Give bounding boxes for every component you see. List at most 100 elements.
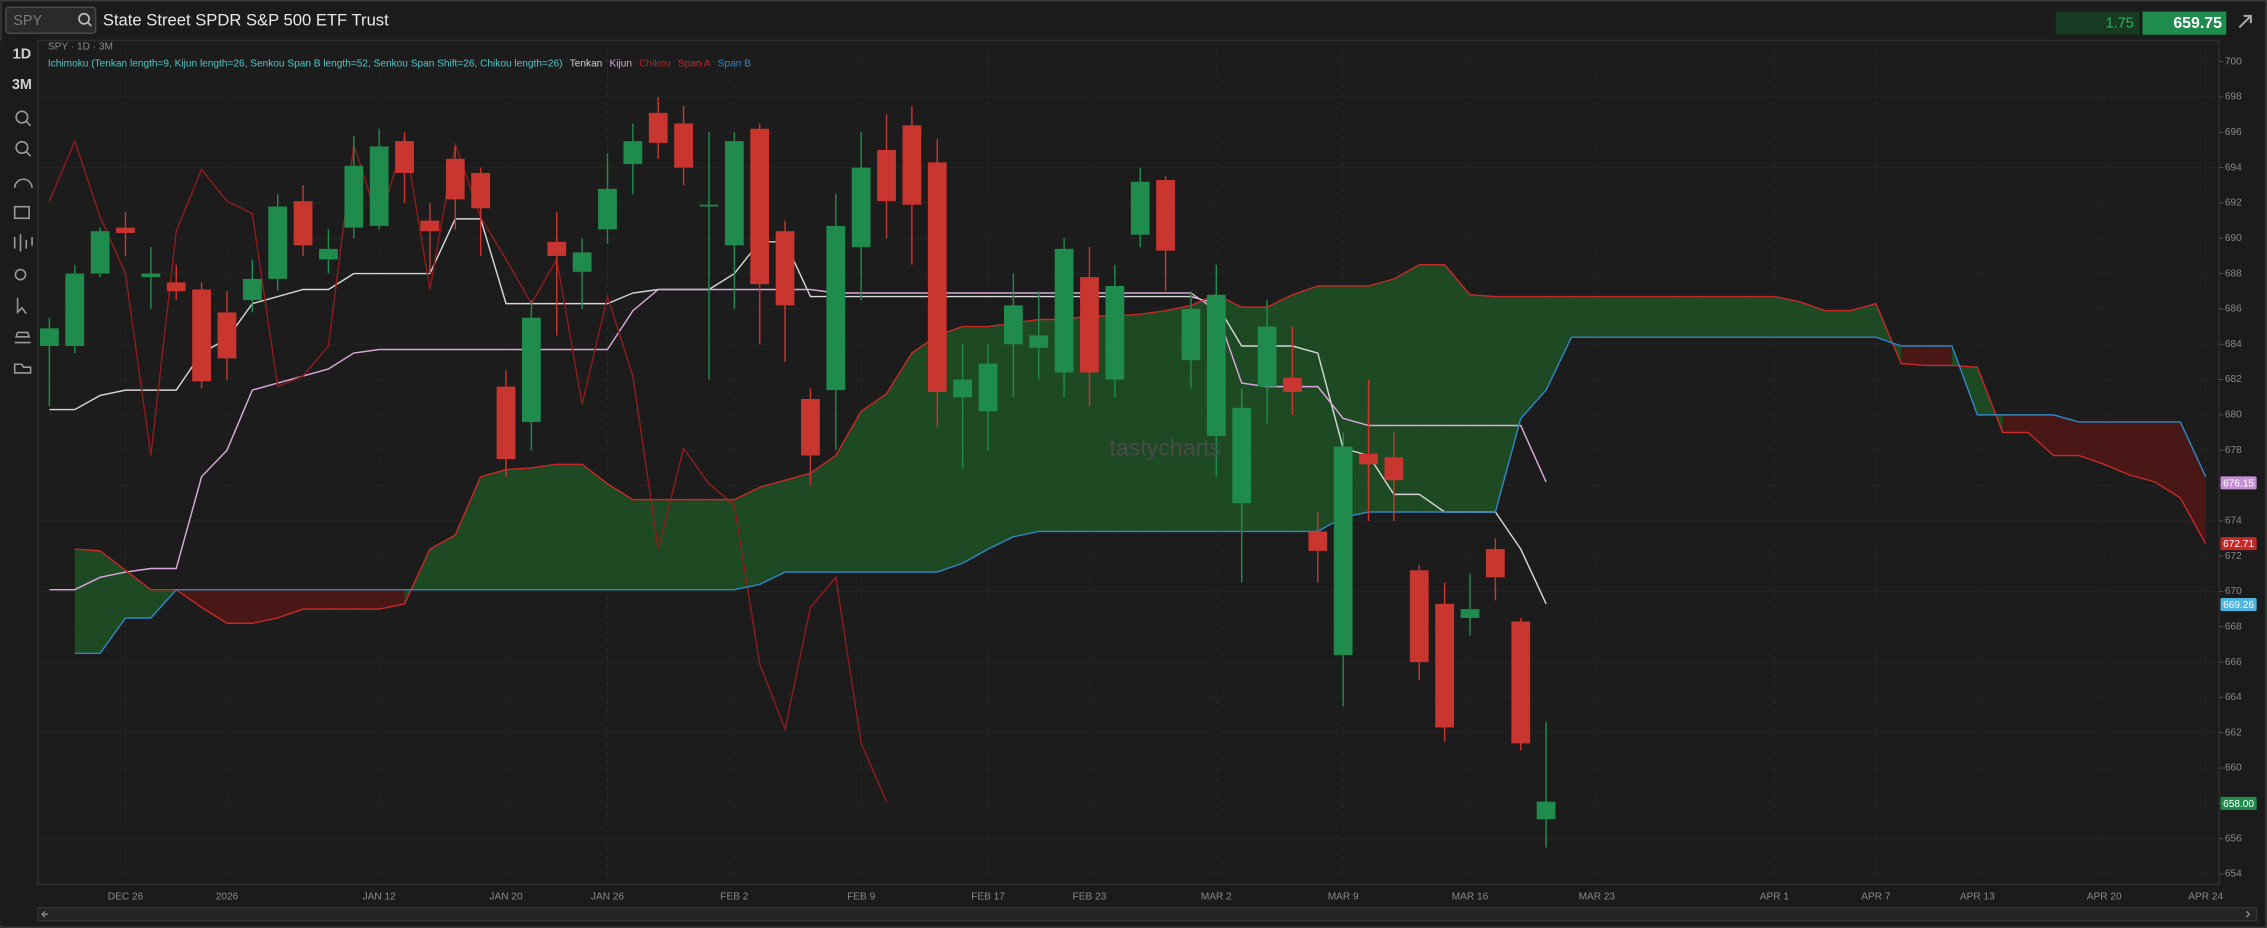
change-box [2055,11,2140,35]
watermark: tastycharts [1109,435,1221,461]
left-toolbar [0,40,38,926]
candle-body [801,398,820,456]
candle-body [1257,326,1277,387]
cloud-segment [1850,303,1876,338]
zoom-in[interactable] [15,110,29,124]
x-tick-label: MAR 9 [1328,892,1359,903]
candle-body [39,328,59,346]
price-label-box [2220,796,2257,810]
zoom-out[interactable] [15,140,29,155]
cloud-segment [429,534,456,590]
candle-body [1485,549,1505,578]
cloud-segment [303,589,329,610]
cloud-segment [1165,305,1191,532]
candle-body [1333,446,1353,656]
candle-body [319,248,338,260]
cloud-segment [582,464,608,590]
cloud-segment [683,499,709,590]
cursor-icon[interactable] [16,297,27,315]
popout-icon[interactable] [2238,14,2252,29]
cloud-segment [1546,296,1572,391]
indicator-line [49,218,1547,605]
legend-entry: Chikou [639,58,670,69]
search-icon[interactable] [78,12,91,25]
cloud-segment [2002,414,2029,433]
layout-icon[interactable] [14,331,31,344]
legend-entry: Span A [678,58,711,69]
cloud-segment [2129,421,2155,482]
candle-body [268,206,288,279]
candle-body [1054,248,1074,373]
candle-body [1232,407,1252,504]
cloud-segment [74,549,101,654]
y-tick-label: 694 [2225,162,2242,173]
price-label-box [2220,598,2257,612]
x-tick-label: FEB 23 [1073,892,1107,903]
cloud-segment [2028,414,2054,456]
settings-icon[interactable] [14,268,27,281]
cloud-segment [455,476,481,590]
search-placeholder: SPY [13,13,42,29]
cloud-segment [2053,414,2079,456]
candle-body [1308,531,1328,551]
candle-body [699,204,719,207]
candle-body [1283,377,1302,392]
price-label-box [2220,476,2257,490]
price-label-box [2220,537,2257,551]
candle-body [623,141,643,165]
scroll-right[interactable] [2246,910,2251,918]
candle-body [902,125,922,205]
zoom-out-handle [25,151,32,157]
cloud-segment [125,570,151,618]
cloud-segment [480,469,507,590]
open-icon[interactable] [13,363,32,374]
cloud-segment [226,589,253,624]
cloud-segment [1495,296,1521,513]
cloud-segment [1926,345,1953,366]
cloud-segment [1799,301,1826,338]
cloud-segment [632,499,659,590]
y-tick-label: 674 [2225,516,2242,527]
cloud-segment [1901,345,1927,366]
y-tick-label: 664 [2225,692,2242,703]
y-tick-label: 688 [2225,268,2242,279]
drawings-icon[interactable] [13,205,30,220]
cloud-segment [1596,296,1623,338]
chart-type-icon[interactable] [13,234,33,252]
cloud-segment [759,480,786,585]
cloud-segment [785,473,811,573]
scrollbar[interactable] [37,907,2258,922]
range-button[interactable]: 3M [12,77,32,93]
price-label: 672.71 [2223,539,2254,550]
y-tick-label: 678 [2225,445,2242,456]
candle-body [1435,603,1455,728]
x-tick-label: MAR 16 [1452,892,1489,903]
candle-body [877,149,896,202]
candle-body [953,379,973,398]
candle-body [826,225,846,391]
candle-body [1181,308,1201,361]
candle-body [547,241,567,256]
candle-body [648,112,668,143]
studies-icon[interactable] [13,178,33,188]
chart-subtitle: SPY · 1D · 3M [48,42,113,53]
candle-body [775,231,795,306]
scroll-left[interactable] [41,910,48,918]
cloud-segment [1647,296,1673,338]
x-tick-label: JAN 20 [489,892,523,903]
cloud-segment [658,499,684,590]
cloud-segment [911,335,938,573]
candle-body [90,231,110,274]
x-tick-label: APR 7 [1861,892,1891,903]
cloud-segment [1622,296,1648,338]
candle-body [674,123,693,168]
candle-body [1359,453,1378,465]
tool-icons [13,110,33,374]
axes: 6546566586606626646666686706726746766786… [108,56,2257,903]
candle-body [1003,305,1023,345]
search-box[interactable] [5,6,97,34]
cloud-segment [835,411,862,573]
interval-button[interactable]: 1D [13,47,31,63]
cloud-segment [1140,310,1166,532]
x-tick-label: FEB 9 [847,892,875,903]
